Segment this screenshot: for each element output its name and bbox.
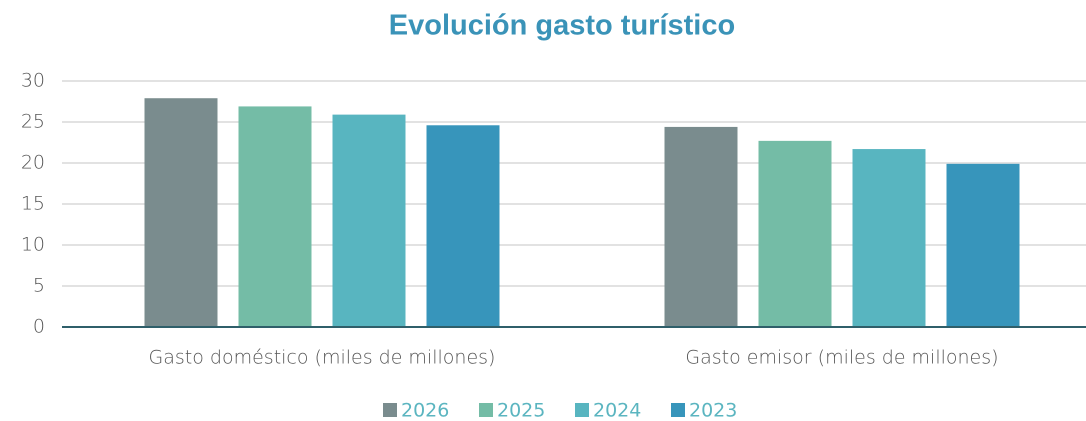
legend-label: 2025: [497, 400, 545, 421]
y-tick-label: 10: [21, 234, 45, 256]
y-tick-label: 30: [21, 70, 45, 92]
x-tick-label: Gasto emisor (miles de millones): [685, 347, 998, 369]
bar: [758, 140, 832, 327]
bar: [946, 163, 1020, 327]
legend-label: 2024: [593, 400, 641, 421]
legend-swatch: [671, 403, 685, 417]
bar: [426, 125, 500, 327]
y-tick-label: 0: [33, 316, 45, 338]
legend-label: 2026: [401, 400, 449, 421]
chart-title: Evolución gasto turístico: [389, 10, 735, 42]
y-tick-label: 15: [21, 193, 45, 215]
legend-label: 2023: [689, 400, 737, 421]
legend-swatch: [479, 403, 493, 417]
bar: [332, 114, 406, 328]
y-tick-label: 5: [33, 275, 45, 297]
legend-swatch: [383, 403, 397, 417]
legend-swatch: [575, 403, 589, 417]
bar: [664, 126, 738, 327]
bar: [852, 149, 926, 327]
x-tick-label: Gasto doméstico (miles de millones): [149, 347, 496, 369]
y-tick-label: 20: [21, 152, 45, 174]
bar: [238, 106, 312, 327]
y-tick-label: 25: [21, 111, 45, 133]
bar: [144, 98, 218, 327]
